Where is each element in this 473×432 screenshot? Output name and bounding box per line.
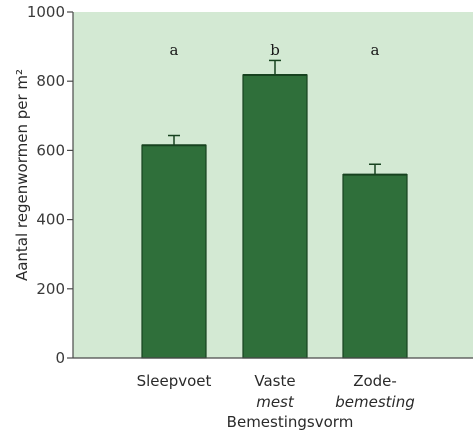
y-tick-label-0: 0 xyxy=(55,349,65,367)
y-ticks-group: 0 200 400 600 800 1000 xyxy=(27,3,73,367)
x-category-labels-group: Sleepvoet Vaste mest Zode-bemesting xyxy=(137,372,415,411)
significance-label-2: b xyxy=(270,41,280,59)
y-tick-label-200: 200 xyxy=(36,280,65,298)
x-axis-title: Bemestingsvorm xyxy=(227,413,354,431)
significance-label-3: a xyxy=(371,41,380,59)
y-tick-label-400: 400 xyxy=(36,211,65,229)
significance-label-1: a xyxy=(170,41,179,59)
y-axis-title: Aantal regenwormen per m² xyxy=(13,69,31,281)
y-tick-label-600: 600 xyxy=(36,141,65,159)
bar-1 xyxy=(141,144,207,359)
bar-3 xyxy=(342,174,408,359)
x-category-label-2-line-1: Vaste xyxy=(254,372,295,390)
bar-2 xyxy=(242,74,308,359)
x-category-label-3-line-2: bemesting xyxy=(335,393,414,411)
x-category-label-3-line-1: Zode- xyxy=(353,372,397,390)
y-tick-label-800: 800 xyxy=(36,72,65,90)
error-bars-group xyxy=(168,59,381,175)
axes-group xyxy=(72,12,473,359)
x-category-label-2-line-2: mest xyxy=(256,393,295,411)
x-category-label-1-line-1: Sleepvoet xyxy=(137,372,212,390)
y-tick-label-1000: 1000 xyxy=(27,3,65,21)
